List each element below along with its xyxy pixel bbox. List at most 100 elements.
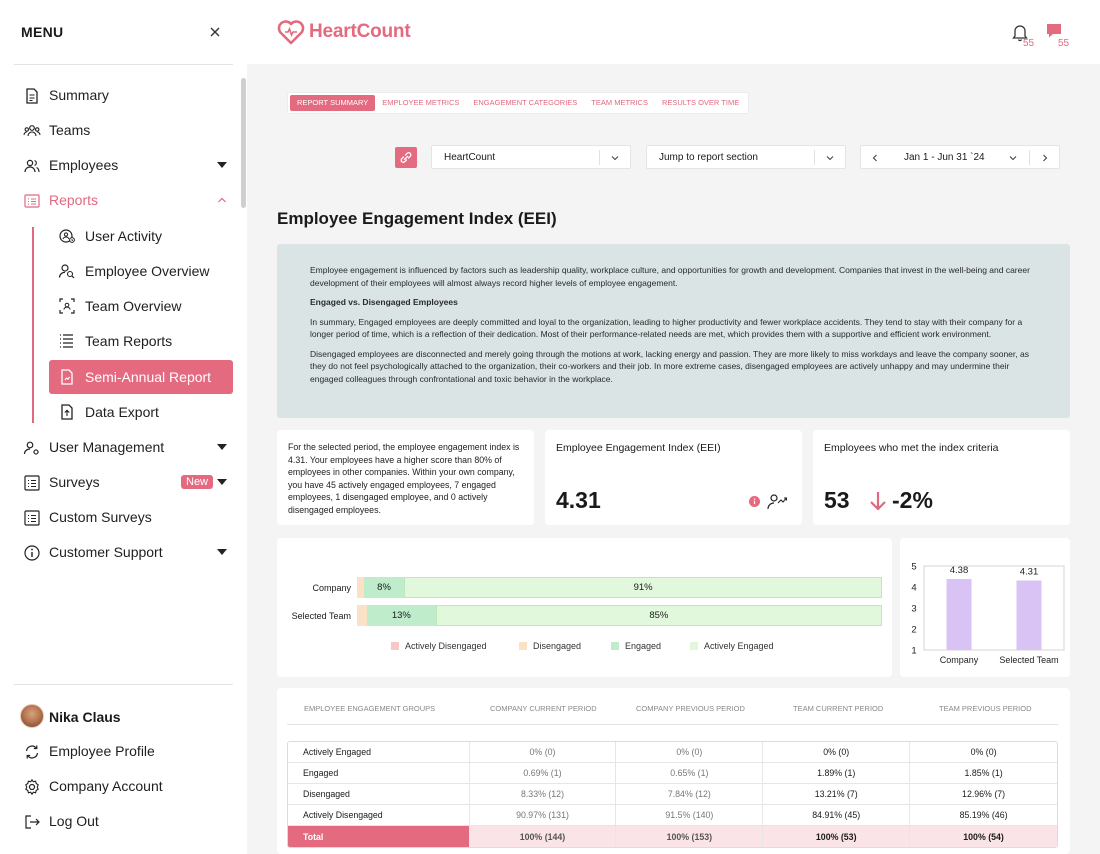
sidebar-item-label: Custom Surveys — [49, 509, 152, 525]
sidebar-item-data-export[interactable]: Data Export — [49, 395, 233, 429]
y-tick-label: 1 — [911, 646, 916, 657]
logo[interactable]: HeartCount — [277, 18, 411, 46]
chevron-down-icon — [826, 154, 834, 162]
caret-down-icon[interactable] — [217, 548, 227, 556]
criteria-change: -2% — [892, 487, 933, 513]
legend-swatch — [391, 642, 399, 650]
company-select[interactable]: HeartCount — [431, 145, 631, 169]
chevron-down-icon[interactable] — [1009, 154, 1017, 162]
sidebar-item-semi-annual-report[interactable]: Semi-Annual Report — [49, 360, 233, 394]
main-content: Report Summary Employee Metrics Engageme… — [247, 64, 1100, 854]
caret-down-icon[interactable] — [217, 443, 227, 451]
legend-label: Actively Disengaged — [405, 641, 487, 651]
sidebar-item-customer-support[interactable]: Customer Support — [14, 535, 233, 569]
eei-card-title: Employee Engagement Index (EEI) — [556, 442, 721, 454]
tab-team-metrics[interactable]: Team Metrics — [591, 98, 648, 107]
sidebar-item-user-activity[interactable]: User Activity — [49, 219, 233, 253]
sidebar-item-label: User Activity — [85, 228, 163, 244]
info-paragraph: Employee engagement is influenced by fac… — [310, 265, 1030, 288]
bar — [946, 579, 972, 650]
divider — [14, 64, 233, 65]
caret-up-icon[interactable] — [217, 196, 227, 204]
sidebar-scrollbar[interactable] — [241, 78, 246, 208]
caret-down-icon[interactable] — [217, 478, 227, 486]
chevron-right-icon[interactable] — [1041, 154, 1049, 162]
table-cell: Total — [288, 826, 470, 847]
x-tick-label: Company — [940, 655, 979, 665]
sidebar-item-team-overview[interactable]: Team Overview — [49, 289, 233, 323]
criteria-card-title: Employees who met the index criteria — [824, 442, 999, 454]
table-cell: 1.89% (1) — [763, 763, 911, 783]
bar-segment[interactable]: 13% — [366, 605, 436, 626]
tab-employee-metrics[interactable]: Employee Metrics — [382, 98, 460, 107]
table-cell: 91.5% (140) — [616, 805, 764, 825]
eei-value: 4.31 — [556, 487, 601, 513]
table-cell: 0.69% (1) — [470, 763, 617, 783]
table-cell: 0% (0) — [470, 742, 617, 762]
user-chart-icon[interactable] — [766, 490, 788, 512]
user-activity-icon — [58, 227, 76, 245]
sidebar-item-company-account[interactable]: Company Account — [14, 769, 233, 803]
table-row: Disengaged 8.33% (12) 7.84% (12) 13.21% … — [288, 784, 1057, 805]
tab-report-summary[interactable]: Report Summary — [290, 95, 376, 111]
legend-label: Actively Engaged — [704, 641, 774, 651]
table-cell: Engaged — [288, 763, 470, 783]
team-scan-icon — [58, 297, 76, 315]
chevron-left-icon[interactable] — [871, 154, 879, 162]
legend-label: Engaged — [625, 641, 662, 651]
sidebar-item-log-out[interactable]: Log Out — [14, 804, 233, 838]
y-tick-label: 2 — [911, 625, 916, 636]
info-dot-icon[interactable] — [749, 496, 760, 507]
sidebar-item-summary[interactable]: Summary — [14, 78, 233, 112]
legend-item: Disengaged — [519, 641, 581, 651]
bar-value-label: 4.31 — [1020, 566, 1039, 577]
sidebar-item-reports[interactable]: Reports — [14, 183, 233, 217]
bar-segment[interactable] — [357, 605, 367, 626]
refresh-icon — [23, 743, 41, 761]
caret-down-icon[interactable] — [217, 161, 227, 169]
submenu-line — [32, 227, 34, 423]
sidebar-item-teams[interactable]: Teams — [14, 113, 233, 147]
bar-segment[interactable]: 8% — [363, 577, 405, 598]
sidebar-item-employee-profile[interactable]: Employee Profile — [14, 734, 233, 768]
tab-engagement-categories[interactable]: Engagement Categories — [473, 98, 578, 107]
bell-icon[interactable] — [1011, 22, 1029, 42]
table-cell: 1.85% (1) — [964, 768, 1003, 778]
sidebar-item-team-reports[interactable]: Team Reports — [49, 324, 233, 358]
table-cell: 13.21% (7) — [763, 784, 911, 804]
table-cell: 100% (54) — [963, 831, 1004, 842]
table-cell: 100% (153) — [616, 826, 764, 847]
sidebar-item-employees[interactable]: Employees — [14, 148, 233, 182]
y-tick-label: 5 — [911, 562, 916, 573]
bar-segment[interactable]: 91% — [404, 577, 882, 598]
link-button[interactable] — [395, 147, 417, 168]
sidebar-item-user-management[interactable]: User Management — [14, 430, 233, 464]
sidebar-item-label: Customer Support — [49, 544, 163, 560]
chevron-down-icon — [611, 154, 619, 162]
sidebar-item-custom-surveys[interactable]: Custom Surveys — [14, 500, 233, 534]
sidebar-item-surveys[interactable]: Surveys New — [14, 465, 233, 499]
criteria-value: 53 — [824, 487, 850, 513]
bar-segment[interactable] — [357, 577, 364, 598]
logout-icon — [23, 813, 41, 831]
table-cell: 85.19% (46) — [959, 810, 1008, 820]
legend-swatch — [611, 642, 619, 650]
info-paragraph: Disengaged employees are disconnected an… — [310, 348, 1029, 384]
table-cell: 0% (0) — [616, 742, 764, 762]
close-icon[interactable] — [207, 24, 223, 40]
table-header-divider — [287, 724, 1058, 725]
bar — [1016, 580, 1042, 650]
x-tick-label: Selected Team — [999, 655, 1058, 665]
jump-to-section-select[interactable]: Jump to report section — [646, 145, 846, 169]
bar-segment[interactable]: 85% — [435, 605, 882, 626]
table-header: Employee Engagement Groups — [304, 704, 436, 713]
chat-icon[interactable] — [1045, 22, 1063, 42]
message-count: 55 — [1058, 38, 1070, 49]
date-range-select[interactable]: Jan 1 - Jun 31 `24 — [860, 145, 1060, 169]
section-title: Employee Engagement Index (EEI) — [277, 209, 557, 228]
sidebar-item-employee-overview[interactable]: Employee Overview — [49, 254, 233, 288]
summary-card: For the selected period, the employee en… — [277, 430, 534, 525]
table-header: Company Previous Period — [636, 704, 745, 713]
sidebar: MENU Summary Teams Employees Reports Use… — [0, 0, 247, 854]
tab-results-over-time[interactable]: Results Over Time — [661, 98, 740, 107]
